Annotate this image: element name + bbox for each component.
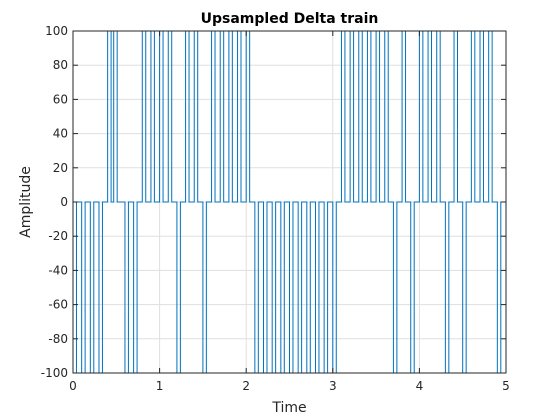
y-tick-label: 40 [53,127,68,141]
y-tick-label: 0 [60,195,68,209]
y-tick-label: -60 [48,298,68,312]
y-tick-label: -100 [41,366,68,380]
y-tick-label: 80 [53,58,68,72]
plot-area: 0 1 2 3 4 5 -100 -80 -60 -40 -20 0 20 40 60 80 100 [41,24,510,393]
y-tick-label: 60 [53,92,68,106]
ticks: 0 1 2 3 4 5 -100 -80 -60 -40 -20 0 20 40 60 80 100 [41,24,510,393]
y-tick-label: -40 [48,263,68,277]
x-tick-label: 1 [156,379,164,393]
y-axis-label: Amplitude [18,166,34,238]
x-tick-label: 0 [69,379,77,393]
y-tick-label: -20 [48,229,68,243]
x-tick-label: 4 [416,379,424,393]
x-tick-label: 3 [329,379,337,393]
x-tick-label: 5 [502,379,510,393]
y-tick-label: 100 [45,24,68,38]
x-tick-label: 2 [242,379,250,393]
y-tick-label: -80 [48,332,68,346]
chart-title: Upsampled Delta train [201,11,379,27]
x-axis-label: Time [271,400,306,416]
y-tick-label: 20 [53,161,68,175]
